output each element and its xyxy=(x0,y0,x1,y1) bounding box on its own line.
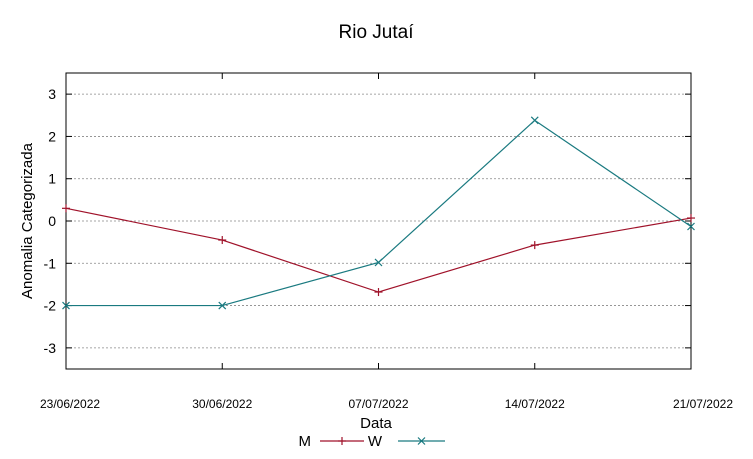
chart-title: Rio Jutaí xyxy=(339,22,415,43)
legend-item: M xyxy=(299,433,364,450)
y-tick-label: 0 xyxy=(48,213,56,229)
series-W xyxy=(62,116,695,310)
y-tick-label: -2 xyxy=(44,298,57,314)
legend-label: W xyxy=(368,433,383,450)
series-line xyxy=(66,119,692,307)
series-M xyxy=(62,204,695,297)
legend-label: M xyxy=(299,433,312,450)
data-point-marker xyxy=(530,116,539,125)
y-tick-label: 2 xyxy=(48,128,56,144)
x-tick-label: 07/07/2022 xyxy=(348,397,408,411)
x-tick-label: 21/07/2022 xyxy=(673,397,733,411)
series-layer xyxy=(62,116,695,310)
x-tick-label: 23/06/2022 xyxy=(40,397,100,411)
x-axis-label: Data xyxy=(360,415,392,432)
x-tick-label: 14/07/2022 xyxy=(505,397,565,411)
y-tick-label: 3 xyxy=(48,86,56,102)
y-tick-label: -3 xyxy=(44,340,57,356)
data-point-marker xyxy=(417,437,426,445)
y-tick-label: 1 xyxy=(48,171,56,187)
legend-item: W xyxy=(368,433,445,450)
y-tick-label: -1 xyxy=(44,255,57,271)
grid-lines xyxy=(66,93,691,349)
data-point-marker xyxy=(687,222,695,231)
y-axis-ticks: 3 2 1 0 -1 -2 -3 xyxy=(44,86,691,356)
data-point-marker xyxy=(218,301,227,310)
x-axis-ticks: 23/06/2022 30/06/2022 07/07/2022 14/07/2022… xyxy=(40,73,733,411)
y-axis-label: Anomalia Categorizada xyxy=(19,142,36,299)
x-tick-label: 30/06/2022 xyxy=(192,397,252,411)
data-point-marker xyxy=(62,301,70,310)
data-point-marker xyxy=(374,258,383,267)
